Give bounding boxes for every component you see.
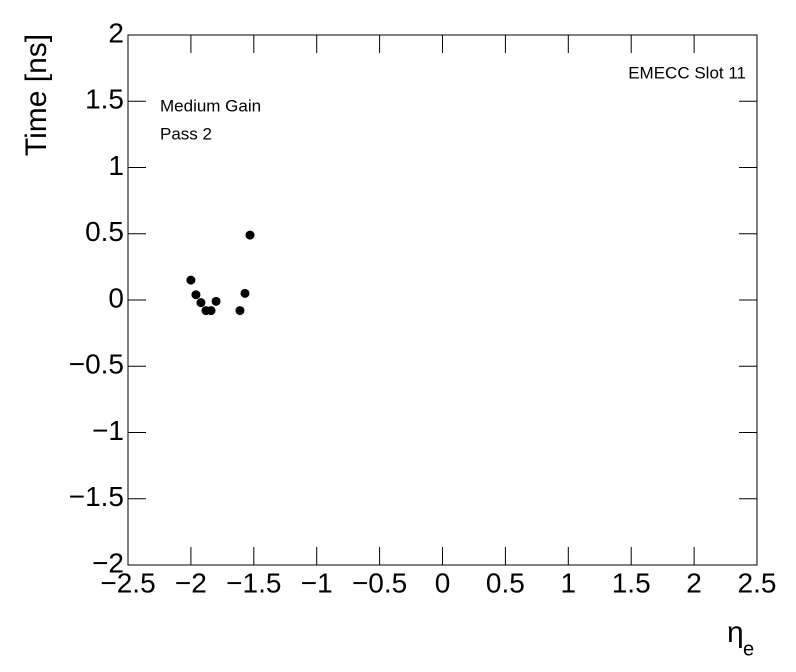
y-tick-label: 0 [108,282,124,313]
x-tick-label: 1 [561,567,577,598]
y-tick-label: 0.5 [85,216,124,247]
x-axis-label: η [727,616,744,649]
y-tick-label: −1 [92,415,124,446]
x-tick-label: 0.5 [486,567,525,598]
point [245,230,255,240]
x-tick-label: −1 [301,567,333,598]
point [240,288,250,298]
point [206,306,216,316]
y-tick-label: −1.5 [69,481,124,512]
y-tick-label: −2 [92,547,124,578]
x-tick-label: −0.5 [352,567,407,598]
x-tick-label: 1.5 [612,567,651,598]
y-tick-label: −0.5 [69,349,124,380]
x-axis-label-subscript: e [743,638,754,660]
y-tick-label: 2 [108,17,124,48]
x-tick-label: −1.5 [226,567,281,598]
x-tick-label: −2.5 [100,567,155,598]
point [196,298,206,308]
annotation: Medium Gain [160,96,261,115]
x-tick-label: −2 [175,567,207,598]
annotation: EMECC Slot 11 [628,63,746,82]
x-tick-label: 2 [686,567,702,598]
y-tick-label: 1.5 [85,84,124,115]
y-tick-label: 1 [108,150,124,181]
point [235,306,245,316]
y-axis-label: Time [ns] [20,34,53,156]
annotation: Pass 2 [160,124,212,143]
x-tick-label: 2.5 [738,567,777,598]
point [211,296,221,306]
point [191,290,201,300]
x-tick-label: 0 [435,567,451,598]
point [186,275,196,285]
